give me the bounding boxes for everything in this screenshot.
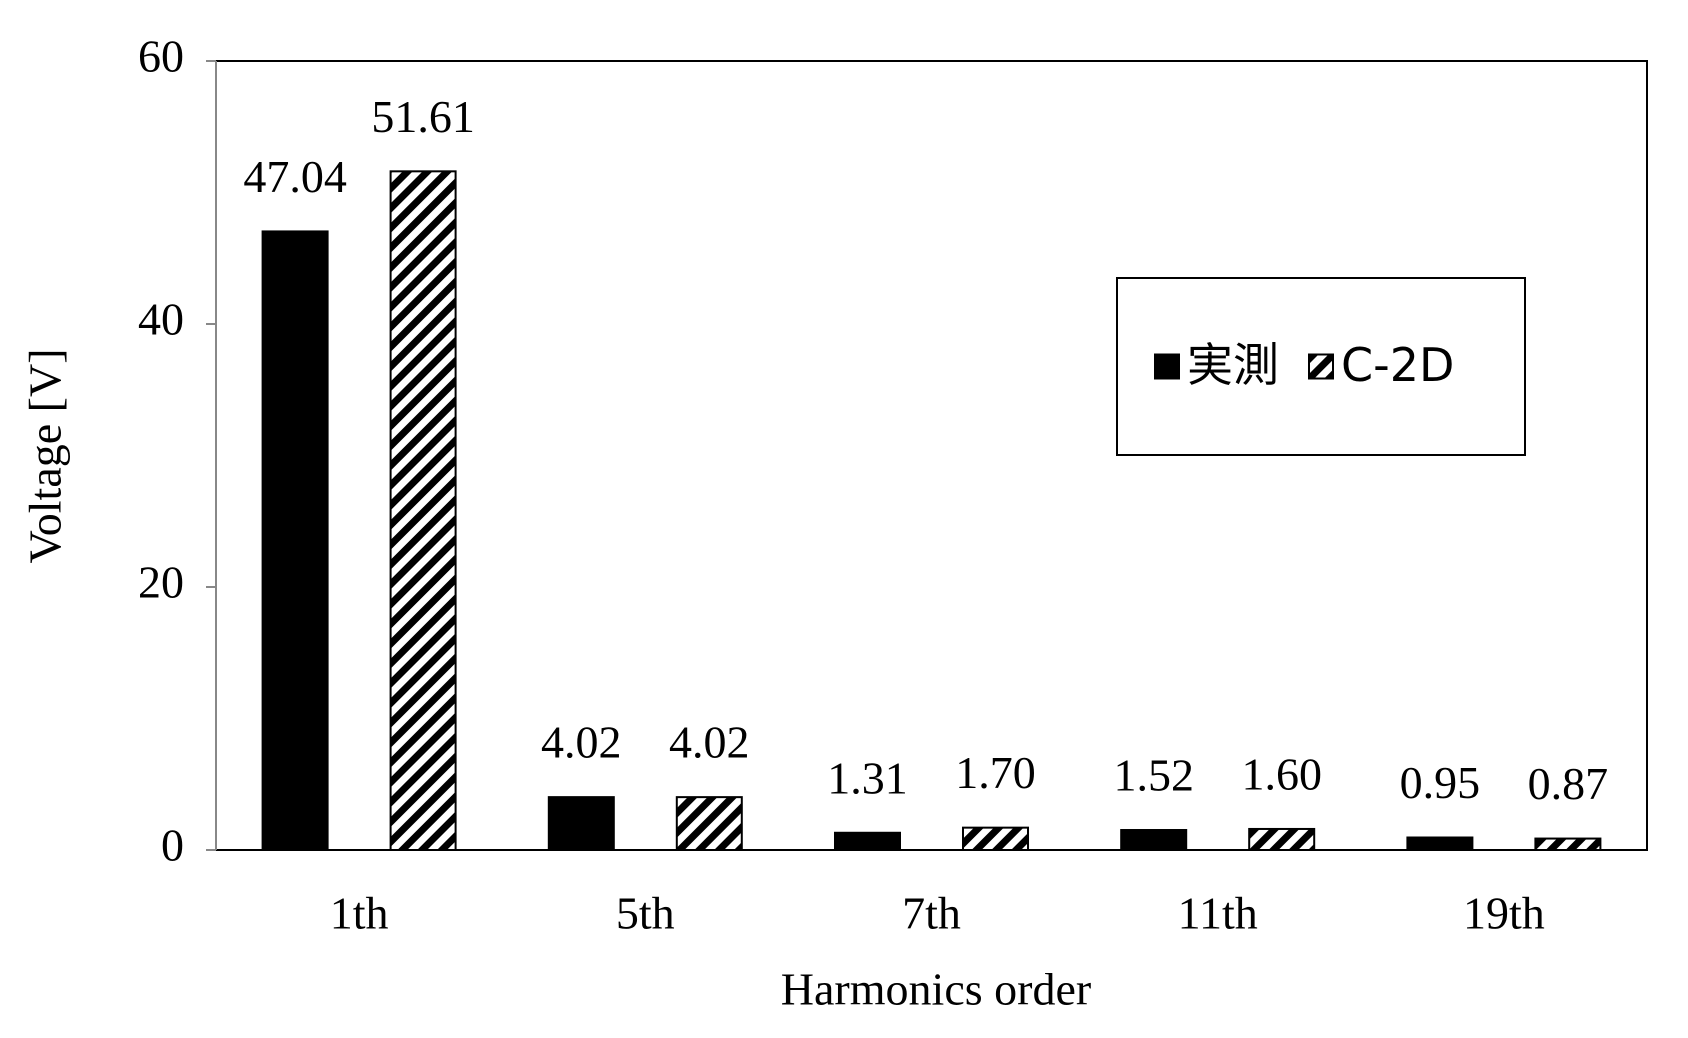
value-label: 4.02 [541,717,622,768]
value-label: 1.52 [1113,750,1194,801]
legend-label: C-2D [1341,338,1454,392]
bar [962,826,1029,852]
bar [1248,827,1316,852]
value-label: 47.04 [243,151,347,202]
value-label: 4.02 [669,717,750,768]
value-label: 0.87 [1528,758,1609,809]
bar [675,796,743,852]
x-tick-label: 19th [1463,888,1545,939]
legend-swatch [1154,353,1180,380]
bar [261,230,329,851]
value-label: 1.70 [955,747,1036,798]
value-label: 1.60 [1241,749,1322,800]
x-tick-label: 7th [902,888,961,939]
bar [834,831,901,851]
bar [1406,836,1474,852]
y-tick-label: 40 [138,294,184,345]
bar [389,170,457,852]
x-tick-label: 1th [330,888,389,939]
y-tick-label: 0 [161,820,184,871]
bar [1120,829,1188,852]
bar [1534,837,1602,852]
y-axis-label: Voltage [V] [20,348,71,563]
legend-swatch [1308,353,1334,380]
y-tick-label: 20 [138,557,184,608]
value-label: 51.61 [371,91,475,142]
x-axis-label: Harmonics order [781,964,1091,1015]
x-tick-label: 5th [616,888,675,939]
legend-label: 実測 [1187,338,1279,392]
value-label: 0.95 [1400,757,1481,808]
bar [547,796,615,852]
x-tick-label: 11th [1178,888,1258,939]
value-label: 1.31 [827,752,908,803]
y-tick-label: 60 [138,31,184,82]
